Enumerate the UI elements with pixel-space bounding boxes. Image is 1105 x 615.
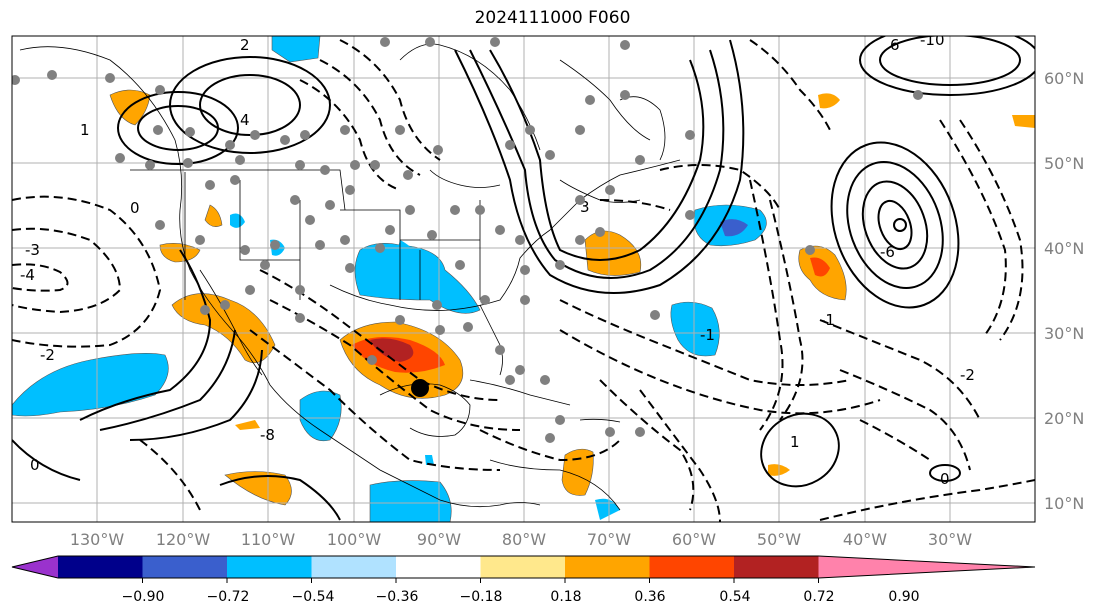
contours-negative xyxy=(12,39,1035,522)
lat-label: 30°N xyxy=(1044,324,1084,343)
colorbar-tick-label: 0.36 xyxy=(634,589,665,605)
contour-label: -2 xyxy=(40,346,55,364)
anomaly-shading xyxy=(12,36,1035,522)
map-frame xyxy=(11,35,1036,523)
contour-label: 0 xyxy=(940,470,950,488)
contour-label: -1 xyxy=(820,311,835,329)
colorbar-tick-labels: −0.90 −0.72 −0.54 −0.36 −0.18 0.18 0.36 … xyxy=(122,589,920,605)
contour-label: 2 xyxy=(240,36,250,54)
lon-label: 80°W xyxy=(502,530,546,549)
contour-label: 1 xyxy=(80,121,90,139)
lat-label: 60°N xyxy=(1044,69,1084,88)
colorbar-segment xyxy=(311,556,397,578)
map-panel: 2 0 -4 -6 4 1 0 -2 -1 -3 3 -8 8 -2 -1 0 … xyxy=(12,31,1035,522)
lon-label: 110°W xyxy=(241,530,296,549)
colorbar-tick-label: 0.18 xyxy=(550,589,581,605)
lat-label: 10°N xyxy=(1044,494,1084,513)
contour-label: 1 xyxy=(790,433,800,451)
lat-label: 40°N xyxy=(1044,239,1084,258)
longitude-labels: 130°W 120°W 110°W 100°W 90°W 80°W 70°W 6… xyxy=(70,530,972,549)
lon-label: 120°W xyxy=(156,530,211,549)
colorbar-segment xyxy=(734,556,819,578)
colorbar-tick-label: −0.18 xyxy=(460,589,503,605)
contour-label: 3 xyxy=(580,198,590,216)
lon-label: 60°W xyxy=(672,530,716,549)
contour-labels: 2 0 -4 -6 4 1 0 -2 -1 -3 3 -8 8 -2 -1 0 … xyxy=(20,31,975,488)
contour-label: -3 xyxy=(25,241,40,259)
colorbar-tick-label: 0.72 xyxy=(803,589,834,605)
lat-label: 50°N xyxy=(1044,154,1084,173)
contour-label: -1 xyxy=(700,326,715,344)
lon-label: 70°W xyxy=(587,530,631,549)
contour-label: -4 xyxy=(20,266,35,284)
colorbar-tick-label: 0.54 xyxy=(719,589,750,605)
contour-label: -2 xyxy=(960,366,975,384)
colorbar-tick-label: 0.90 xyxy=(888,589,919,605)
colorbar-segment xyxy=(58,556,143,578)
map-title: 2024111000 F060 xyxy=(474,8,631,28)
contour-label: -6 xyxy=(880,243,895,261)
colorbar-outline xyxy=(11,555,1036,579)
station-markers xyxy=(12,37,923,443)
colorbar-segment xyxy=(396,556,481,578)
lon-label: 90°W xyxy=(417,530,461,549)
lon-label: 40°W xyxy=(843,530,887,549)
contour-label: -8 xyxy=(260,426,275,444)
colorbar-segment xyxy=(565,556,650,578)
contour-label: 0 xyxy=(130,199,140,217)
lon-label: 130°W xyxy=(70,530,125,549)
gridlines xyxy=(12,36,1035,522)
colorbar-extend-low xyxy=(12,556,58,578)
colorbar-extend-high xyxy=(818,556,1035,578)
colorbar-segment xyxy=(649,556,735,578)
contour-label: -10 xyxy=(920,31,945,49)
colorbar-tick-label: −0.54 xyxy=(292,589,335,605)
lat-label: 20°N xyxy=(1044,409,1084,428)
contour-label: 4 xyxy=(240,111,250,129)
contours-positive xyxy=(12,36,1035,521)
lon-label: 30°W xyxy=(928,530,972,549)
colorbar-tick-label: −0.72 xyxy=(207,589,250,605)
high-center-marker xyxy=(893,218,907,232)
colorbar-tick-label: −0.90 xyxy=(122,589,165,605)
storm-center-marker xyxy=(411,379,429,397)
colorbar-segment xyxy=(480,556,566,578)
lon-label: 100°W xyxy=(327,530,382,549)
latitude-labels: 60°N 50°N 40°N 30°N 20°N 10°N xyxy=(1044,69,1084,513)
colorbar-segment xyxy=(142,556,228,578)
colorbar-tick-label: −0.36 xyxy=(376,589,419,605)
colorbar-segment xyxy=(227,556,312,578)
lon-label: 50°W xyxy=(757,530,801,549)
coastlines xyxy=(19,43,681,511)
colorbar xyxy=(11,555,1036,583)
contour-label: 0 xyxy=(30,456,40,474)
contour-label: 6 xyxy=(890,36,900,54)
